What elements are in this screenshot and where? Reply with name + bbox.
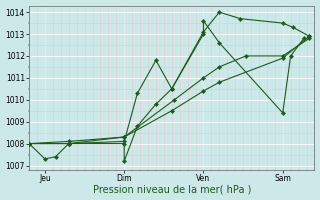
X-axis label: Pression niveau de la mer( hPa ): Pression niveau de la mer( hPa ) bbox=[92, 184, 251, 194]
